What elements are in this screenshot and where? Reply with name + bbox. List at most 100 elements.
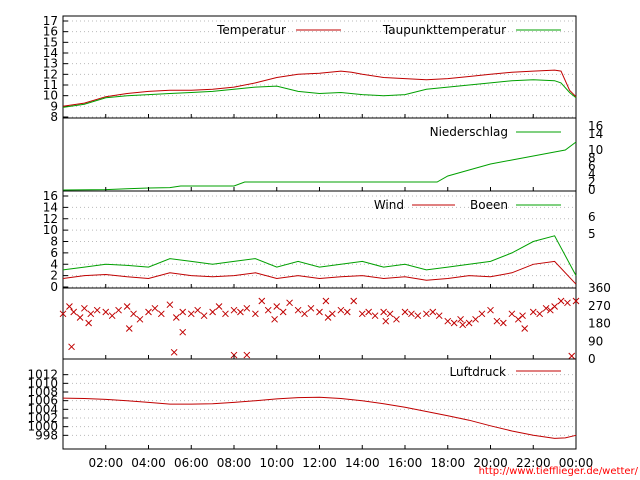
pressure-y-tick-label: 1008	[27, 385, 58, 399]
precipitation-right-tick-label: 0	[588, 183, 596, 197]
direction-point	[258, 297, 266, 305]
pressure-y-tick-label: 1012	[27, 368, 58, 382]
temperature-y-tick-label: 13	[43, 57, 58, 71]
direction-point	[493, 317, 501, 325]
direction-point	[66, 303, 73, 310]
direction-point	[93, 306, 101, 314]
direction-right-tick-label: 180	[588, 317, 611, 331]
precipitation-series	[62, 141, 577, 191]
legend-label-boeen: Boeen	[470, 198, 508, 212]
direction-point	[237, 308, 244, 316]
direction-point	[230, 306, 238, 314]
direction-point	[273, 303, 281, 310]
temperature-y-tick-label: 9	[50, 99, 58, 113]
precipitation-legend: Niederschlag	[430, 125, 561, 139]
direction-point	[264, 306, 272, 314]
direction-point	[414, 312, 422, 320]
direction-point	[322, 297, 330, 305]
direction-point	[130, 310, 137, 318]
x-tick-label: 16:00	[388, 456, 423, 470]
wind-y-tick-label: 12	[43, 212, 58, 226]
direction-point	[187, 310, 195, 318]
direction-point	[136, 315, 144, 323]
temperature-legend: Temperatur Taupunkttemperatur	[216, 23, 561, 37]
direction-point	[542, 304, 550, 312]
direction-point	[564, 299, 571, 307]
temperature-y-tick-label: 10	[43, 89, 58, 103]
temperature-y-tick-label: 17	[43, 14, 58, 28]
direction-right-tick-label: 90	[588, 334, 603, 348]
direction-point	[70, 308, 78, 316]
x-tick-label: 20:00	[473, 456, 508, 470]
x-tick-label: 18:00	[431, 456, 466, 470]
direction-point	[423, 310, 430, 318]
direction-point	[337, 306, 345, 314]
direction-point	[408, 310, 415, 318]
direction-point	[358, 310, 366, 318]
wind-right-tick-label: 5	[588, 227, 596, 241]
temperature-grid	[68, 20, 576, 118]
credit-link[interactable]: http://www.tiefflieger.de/wetter/	[479, 466, 639, 477]
x-axis-ticks: 02:00 04:00 06:00 08:00 10:00 12:00 14:00 16:00…	[89, 114, 593, 470]
wind-y-tick-label: 14	[43, 200, 58, 214]
direction-point	[401, 308, 409, 316]
direction-point	[519, 312, 526, 320]
direction-point	[68, 343, 75, 351]
x-tick-label: 02:00	[89, 456, 124, 470]
direction-point	[286, 299, 293, 307]
x-tick-label: 22:00	[516, 456, 551, 470]
direction-point	[294, 306, 302, 314]
legend-label-luftdruck: Luftdruck	[449, 365, 506, 379]
wind-series-boeen-line	[62, 235, 577, 276]
x-tick-label: 12:00	[302, 456, 337, 470]
pressure-legend: Luftdruck	[449, 365, 561, 379]
pressure-y-tick-label: 1006	[27, 394, 58, 408]
direction-point	[87, 310, 95, 318]
direction-point	[172, 314, 180, 321]
direction-point	[465, 319, 473, 327]
direction-point	[243, 304, 251, 312]
direction-point	[393, 315, 400, 323]
direction-right-tick-label: 360	[588, 281, 611, 295]
direction-point	[529, 308, 537, 316]
direction-point	[252, 310, 259, 318]
pressure-y-tick-label: 1000	[27, 420, 58, 434]
direction-point	[478, 310, 486, 318]
direction-point	[194, 306, 202, 314]
wind-series-wind-line	[62, 260, 577, 285]
direction-point	[76, 314, 84, 321]
direction-point	[85, 319, 93, 327]
direction-point	[316, 308, 323, 316]
legend-label-taupunkttemperatur: Taupunkttemperatur	[382, 23, 506, 37]
direction-point	[365, 308, 373, 316]
wind-grid	[68, 195, 576, 288]
direction-point	[459, 321, 467, 329]
pressure-y-tick-label: 1002	[27, 411, 58, 425]
direction-point	[115, 306, 122, 314]
direction-point	[59, 310, 67, 318]
direction-point	[157, 310, 165, 318]
wind-right-tick-label: 6	[588, 210, 596, 224]
direction-point	[271, 315, 278, 323]
direction-point	[166, 301, 174, 309]
x-tick-label: 08:00	[217, 456, 252, 470]
direction-point	[81, 304, 88, 312]
direction-point	[536, 310, 544, 318]
temperature-y-tick-label: 8	[50, 110, 58, 124]
precipitation-right-tick-label: 8	[588, 151, 596, 165]
wind-series	[62, 235, 577, 285]
direction-point	[200, 312, 208, 320]
direction-point	[444, 317, 452, 325]
direction-panel: 0 90 180 270 360	[59, 281, 611, 366]
temperature-series-taupunkttemperatur-line	[62, 79, 577, 108]
x-tick-label: 06:00	[174, 456, 209, 470]
legend-label-temperatur: Temperatur	[216, 23, 286, 37]
direction-point	[386, 310, 394, 318]
wind-y-tick-label: 16	[43, 189, 58, 203]
temperature-y-tick-label: 12	[43, 67, 58, 81]
